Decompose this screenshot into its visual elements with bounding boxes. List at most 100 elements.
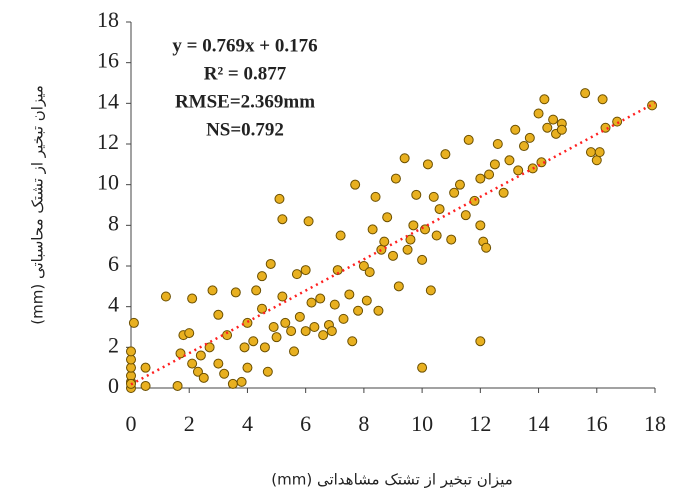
point (524, 132, 535, 143)
point (417, 254, 428, 265)
point (259, 342, 270, 353)
point (257, 271, 267, 282)
point (405, 234, 416, 245)
point (388, 250, 398, 261)
point (492, 139, 503, 149)
point (510, 124, 521, 135)
x-tick-label: 0 (126, 411, 137, 436)
point (364, 267, 375, 278)
point (338, 313, 349, 324)
trend-line (130, 101, 656, 386)
point (539, 94, 550, 105)
point (280, 317, 291, 328)
point (399, 153, 410, 164)
y-tick-label: 18 (97, 7, 119, 32)
point (422, 159, 433, 170)
x-tick-label: 18 (644, 411, 666, 436)
point (484, 169, 495, 180)
point (350, 179, 361, 190)
point (475, 336, 486, 347)
point (420, 224, 431, 235)
point (612, 116, 623, 127)
point (361, 295, 372, 306)
point (440, 149, 451, 160)
point (533, 108, 544, 119)
point (187, 358, 198, 369)
annotation: R² = 0.877 (204, 63, 287, 84)
x-tick-label: 16 (586, 411, 608, 436)
point (428, 191, 439, 202)
point (408, 220, 419, 231)
point (251, 285, 262, 296)
x-tick-label: 8 (358, 411, 369, 436)
point (277, 291, 288, 302)
point (192, 366, 203, 377)
point (390, 173, 401, 184)
point (230, 287, 241, 298)
point (498, 187, 509, 198)
point (417, 362, 428, 373)
point (475, 220, 486, 231)
point (326, 326, 337, 337)
point (213, 358, 224, 369)
y-tick-label: 4 (108, 292, 119, 317)
point (446, 234, 457, 245)
point (463, 134, 474, 145)
point (594, 147, 605, 158)
point (172, 380, 183, 391)
point (344, 289, 355, 300)
point (481, 242, 492, 253)
point (300, 265, 311, 276)
annotation: RMSE=2.369mm (175, 91, 315, 112)
y-axis-label: میزان تبخیر از تشتک محاسباتی (mm) (29, 85, 47, 325)
point (454, 179, 465, 190)
y-tick-label: 0 (108, 373, 119, 398)
y-tick-label: 10 (97, 170, 119, 195)
point (580, 88, 591, 99)
annotation: y = 0.769x + 0.176 (172, 35, 317, 56)
point (242, 362, 253, 373)
x-tick-label: 12 (469, 411, 491, 436)
point (160, 291, 171, 302)
point (306, 297, 317, 308)
point (519, 141, 529, 152)
point (382, 212, 393, 223)
point (268, 322, 279, 332)
point (207, 285, 218, 296)
point (315, 293, 326, 304)
point (213, 309, 224, 320)
point (367, 224, 378, 235)
point (353, 305, 364, 316)
point (335, 230, 346, 241)
x-tick-label: 6 (300, 411, 311, 436)
x-tick-label: 4 (242, 411, 253, 436)
point (425, 285, 436, 296)
y-tick-label: 6 (108, 251, 119, 276)
point (265, 258, 276, 269)
point (140, 380, 151, 391)
point (128, 317, 139, 328)
point (291, 269, 302, 280)
point (504, 155, 515, 166)
point (187, 293, 198, 304)
point (370, 191, 381, 202)
point (271, 332, 282, 343)
point (175, 348, 186, 359)
point (236, 376, 247, 387)
point (358, 261, 369, 271)
point (219, 368, 230, 379)
y-tick-label: 16 (97, 48, 119, 73)
point (242, 317, 253, 328)
point (513, 165, 524, 176)
point (393, 281, 404, 292)
point (289, 346, 300, 357)
y-tick-label: 12 (97, 129, 119, 154)
point (227, 378, 238, 389)
point (469, 195, 480, 206)
point (460, 210, 471, 221)
y-tick-label: 2 (108, 332, 119, 357)
point (434, 204, 445, 215)
point (548, 114, 559, 125)
point (379, 236, 390, 247)
point (585, 147, 596, 158)
